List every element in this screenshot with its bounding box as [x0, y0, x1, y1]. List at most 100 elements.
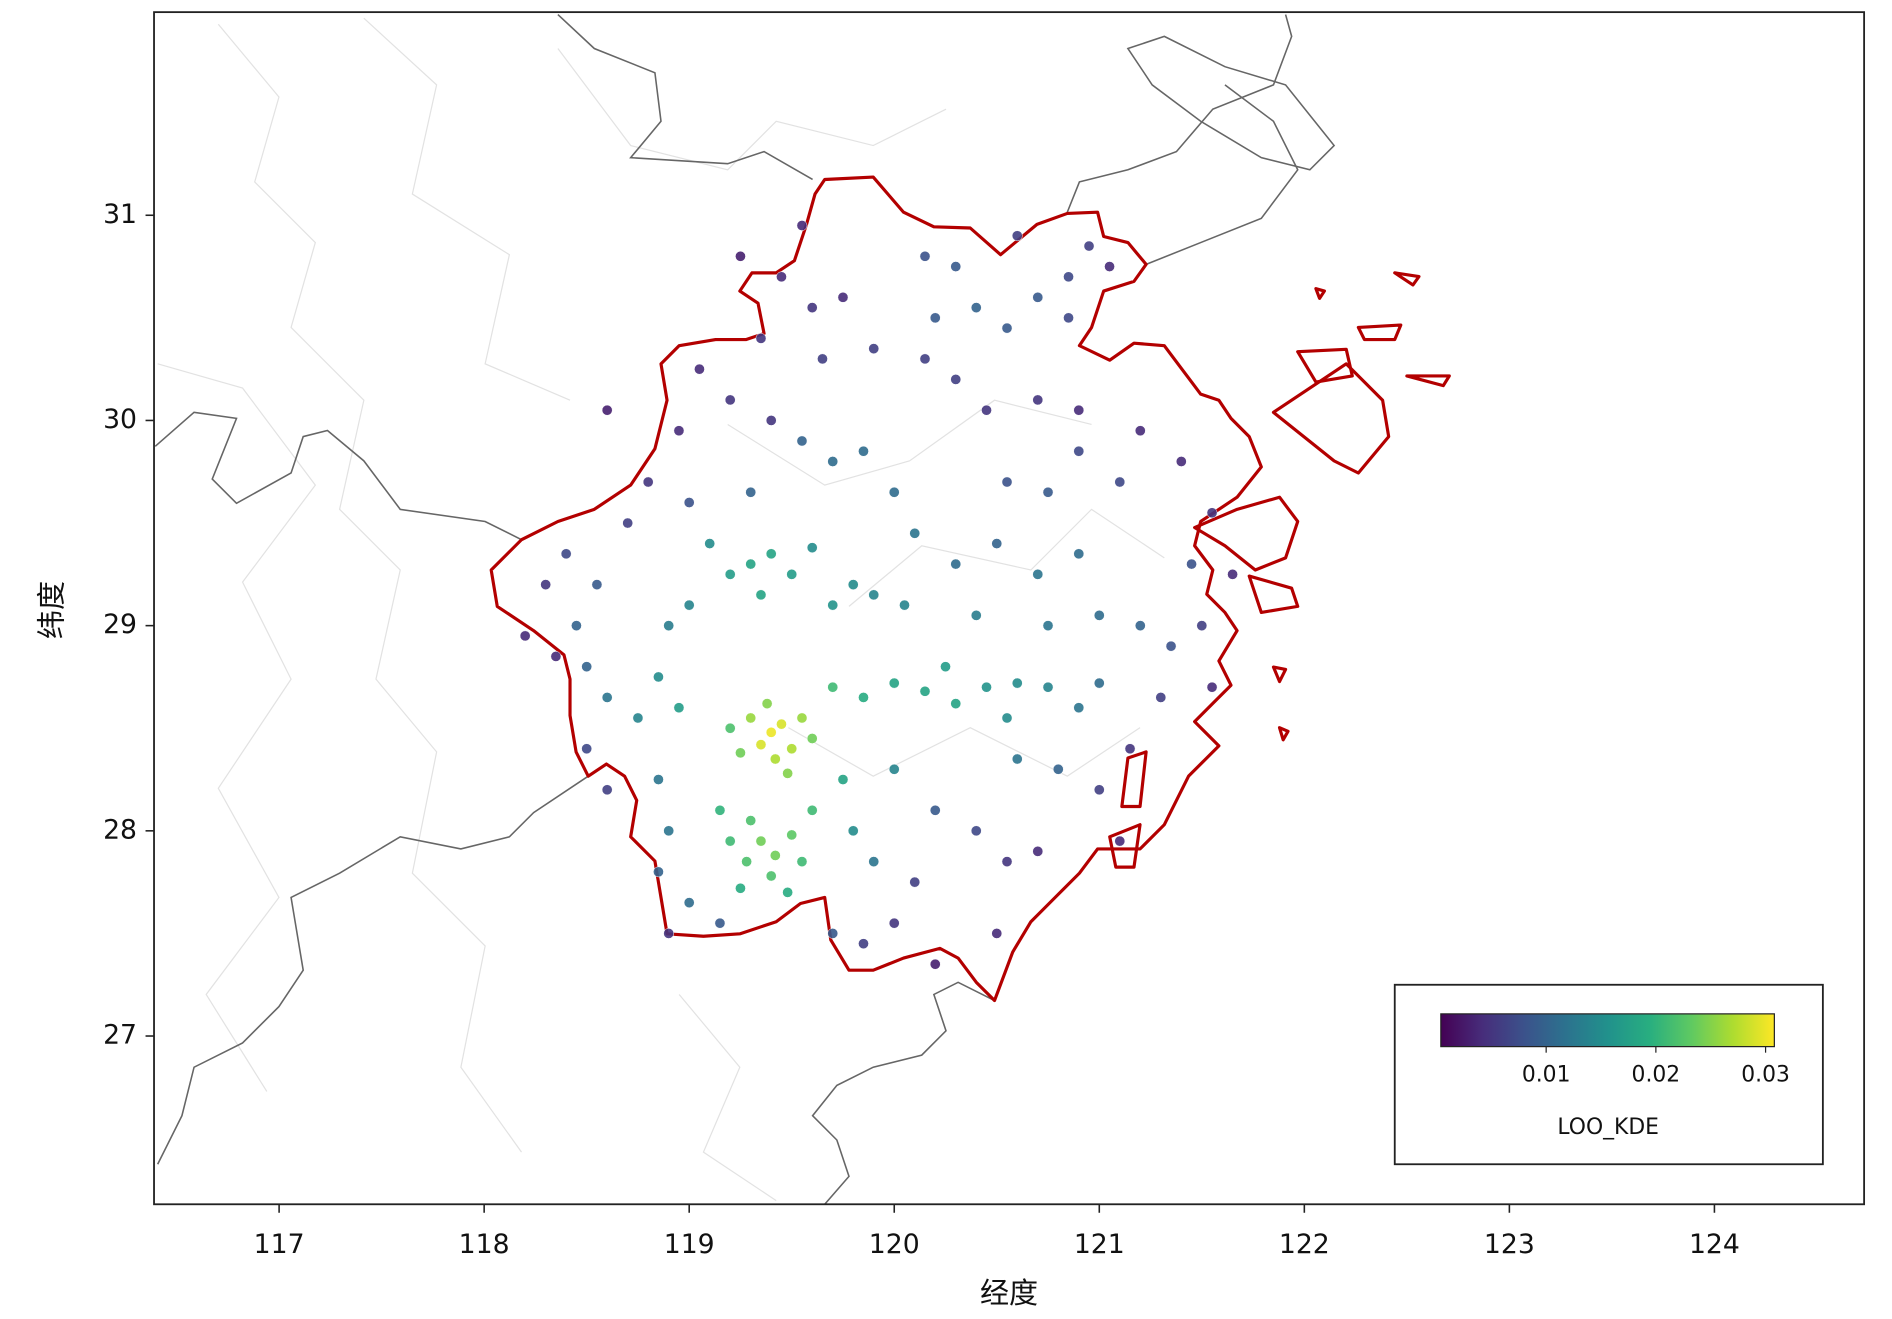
- point: [1042, 681, 1054, 693]
- point: [755, 589, 767, 601]
- x-tick-label: 123: [1484, 1229, 1535, 1260]
- point: [724, 722, 736, 734]
- point: [745, 712, 757, 724]
- point: [581, 743, 593, 755]
- point: [950, 698, 962, 709]
- point: [919, 685, 931, 697]
- point: [755, 333, 767, 344]
- point: [1001, 856, 1013, 867]
- x-tick-label: 122: [1279, 1229, 1330, 1260]
- point: [761, 698, 773, 709]
- point: [1011, 677, 1023, 689]
- point: [1227, 569, 1238, 580]
- y-tick-label: 28: [103, 814, 137, 845]
- point: [704, 538, 716, 549]
- point: [806, 302, 818, 313]
- point: [837, 774, 849, 785]
- point: [1052, 763, 1064, 775]
- point: [765, 727, 777, 738]
- x-tick-label: 121: [1074, 1229, 1125, 1260]
- point: [827, 928, 839, 939]
- colorbar-label: LOO_KDE: [1557, 1115, 1659, 1140]
- point: [950, 261, 962, 272]
- y-tick-label: 31: [103, 199, 137, 230]
- point: [622, 517, 634, 529]
- point: [1032, 292, 1044, 303]
- point: [724, 835, 736, 847]
- point: [940, 661, 951, 673]
- point: [1042, 620, 1054, 631]
- point: [909, 527, 921, 539]
- point: [673, 702, 685, 714]
- point: [769, 850, 781, 861]
- point: [919, 250, 931, 262]
- point: [745, 815, 757, 826]
- point: [1001, 476, 1013, 488]
- point: [745, 558, 757, 570]
- point: [888, 486, 900, 498]
- point: [888, 677, 900, 689]
- y-tick-label: 29: [103, 609, 137, 640]
- point: [909, 876, 921, 888]
- point: [796, 712, 808, 724]
- point: [683, 497, 695, 508]
- point: [755, 835, 767, 847]
- point: [724, 394, 736, 406]
- point: [1042, 486, 1054, 498]
- point: [663, 620, 675, 631]
- colorbar-tick-label: 0.03: [1741, 1063, 1790, 1088]
- point: [858, 445, 869, 457]
- point: [1196, 620, 1208, 631]
- point: [970, 825, 982, 837]
- point: [1063, 312, 1074, 324]
- point: [847, 825, 859, 837]
- point: [1073, 445, 1085, 457]
- point: [1063, 271, 1074, 283]
- point: [1083, 240, 1095, 252]
- point: [796, 220, 808, 231]
- point: [1011, 753, 1023, 765]
- point: [632, 712, 644, 724]
- point: [769, 753, 781, 765]
- point: [1073, 702, 1085, 714]
- basemap: [154, 13, 1451, 1205]
- point: [950, 374, 962, 385]
- point: [765, 415, 777, 426]
- point: [786, 743, 798, 755]
- colorbar-tick-label: 0.01: [1522, 1063, 1571, 1088]
- point: [796, 435, 808, 447]
- point: [735, 747, 746, 759]
- point: [653, 774, 664, 785]
- point: [1093, 610, 1105, 621]
- point: [741, 856, 752, 867]
- point: [1073, 548, 1085, 560]
- zhejiang-outline: [489, 175, 1451, 1003]
- point: [519, 630, 531, 642]
- county-lines: [157, 17, 1165, 1202]
- province-borders: [154, 13, 1336, 1205]
- point: [981, 681, 992, 693]
- point: [755, 739, 767, 750]
- point: [765, 870, 777, 882]
- point: [714, 804, 726, 816]
- x-tick-label: 124: [1689, 1229, 1740, 1260]
- point: [929, 312, 941, 324]
- point: [782, 768, 793, 779]
- point: [683, 599, 695, 611]
- point: [663, 928, 675, 939]
- point: [1032, 846, 1044, 857]
- y-tick-label: 27: [103, 1020, 137, 1051]
- point: [1114, 476, 1126, 488]
- point: [1134, 620, 1146, 631]
- point: [714, 917, 726, 929]
- point: [560, 548, 572, 560]
- point: [786, 569, 798, 580]
- point: [776, 271, 787, 283]
- point: [827, 456, 839, 467]
- x-tick-label: 120: [869, 1229, 920, 1260]
- point: [591, 579, 603, 590]
- point: [806, 804, 818, 816]
- point: [1011, 230, 1023, 242]
- point: [929, 804, 941, 816]
